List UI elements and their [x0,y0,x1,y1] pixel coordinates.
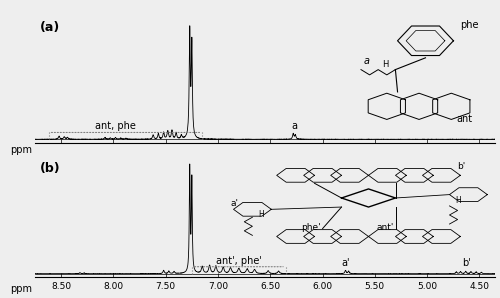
Text: ppm: ppm [10,145,32,156]
Text: ppm: ppm [10,284,32,294]
Text: H: H [382,60,389,69]
Text: phe: phe [460,20,478,30]
Text: H: H [258,210,264,219]
Text: ant': ant' [376,223,394,232]
Text: a': a' [231,199,239,208]
Text: ant, phe: ant, phe [94,122,136,131]
Text: ant: ant [456,114,472,124]
Text: b': b' [462,258,471,268]
Text: a: a [364,56,370,66]
Text: a: a [292,121,298,131]
Text: a': a' [341,258,350,268]
Text: phe': phe' [301,223,320,232]
Text: H: H [455,195,460,204]
Text: b': b' [458,162,466,170]
Text: ant', phe': ant', phe' [216,256,262,266]
Text: (a): (a) [40,21,60,34]
Text: (b): (b) [40,162,60,175]
